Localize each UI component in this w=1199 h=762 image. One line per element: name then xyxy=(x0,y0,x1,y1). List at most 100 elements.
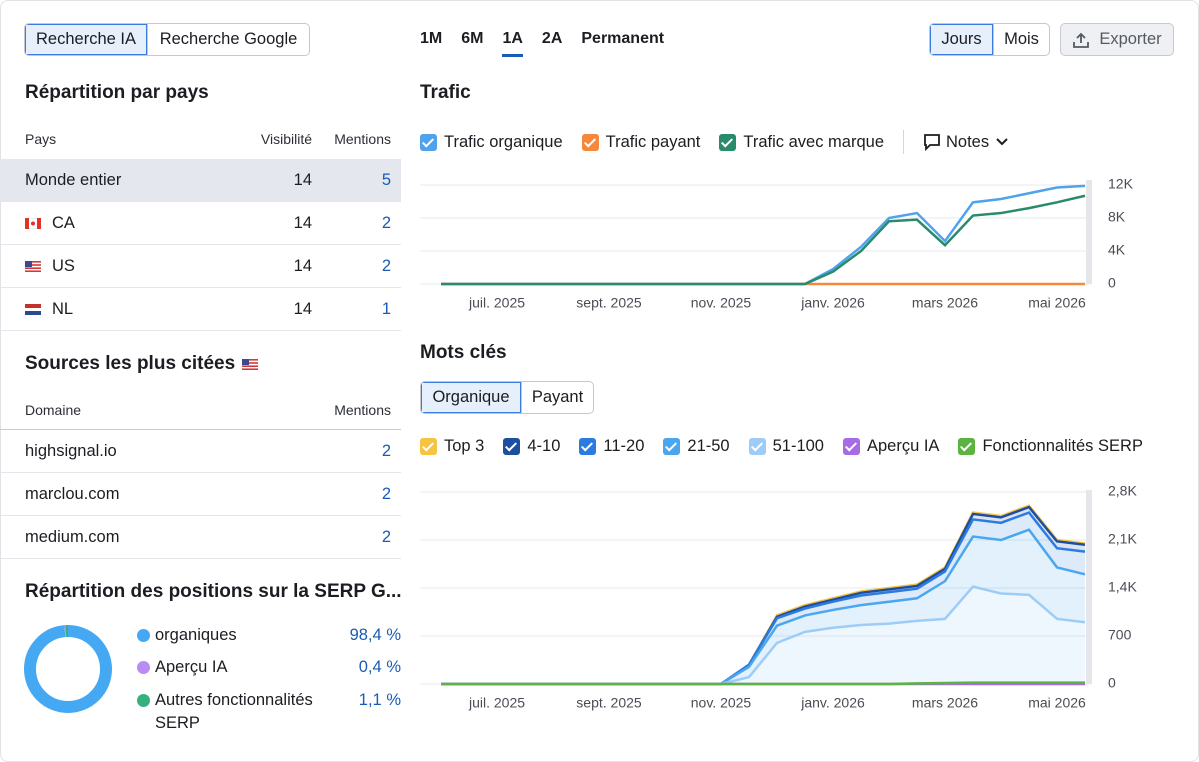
keyword-tabs: Organique Payant xyxy=(420,381,594,414)
period-tabs: 1M 6M 1A 2A Permanent xyxy=(420,30,664,57)
legend: Trafic organique Trafic payant Trafic avec… xyxy=(420,130,1009,154)
table-row[interactable]: Monde entier 14 5 xyxy=(0,159,401,202)
hover-bar xyxy=(1086,180,1092,284)
checkbox xyxy=(581,133,599,151)
tab[interactable]: Jours xyxy=(930,24,993,55)
title-text: Sources les plus citées xyxy=(25,353,236,374)
mentions[interactable]: 2 xyxy=(381,214,391,232)
period[interactable]: 6M xyxy=(461,30,484,47)
line xyxy=(441,194,1086,286)
period[interactable]: Permanent xyxy=(581,30,665,47)
flag xyxy=(242,358,259,370)
legend-item[interactable]: Trafic organique xyxy=(420,133,563,152)
table-row[interactable]: CA 14 2 xyxy=(0,202,401,245)
x-tick-label: janv. 2026 xyxy=(800,295,865,311)
hover-bar xyxy=(1086,490,1092,684)
legend-label: Trafic organique xyxy=(444,132,563,151)
tab[interactable]: Recherche Google xyxy=(147,24,309,55)
table-row[interactable]: highsignal.io 2 xyxy=(0,430,401,473)
x-tick-label: janv. 2026 xyxy=(800,695,865,711)
checkbox xyxy=(719,133,737,151)
domain[interactable]: medium.com xyxy=(25,528,120,546)
column-header: Domaine xyxy=(25,402,82,418)
legend-item[interactable]: Trafic payant xyxy=(581,133,700,152)
x-tick-label: juil. 2025 xyxy=(468,295,525,311)
legend-label: Top 3 xyxy=(444,437,485,455)
x-tick-label: nov. 2025 xyxy=(691,695,752,711)
line xyxy=(441,184,1086,286)
notes-button[interactable]: Notes xyxy=(923,133,1009,152)
legend-label: 11-20 xyxy=(603,437,645,455)
domain[interactable]: highsignal.io xyxy=(25,442,117,460)
export-button[interactable]: Exporter xyxy=(1060,23,1174,56)
checkbox xyxy=(420,438,437,455)
legend-item[interactable]: 21-50 xyxy=(663,437,730,456)
legend-item[interactable]: 11-20 xyxy=(579,437,644,456)
period[interactable]: 2A xyxy=(541,30,563,47)
table-row[interactable]: US 14 2 xyxy=(0,245,401,288)
legend: Top 3 4-10 11-20 21-50 51-100 Aperçu IA Foncti… xyxy=(420,437,1162,456)
x-tick-label: nov. 2025 xyxy=(691,295,752,311)
divider xyxy=(0,429,401,430)
country: US xyxy=(52,257,75,275)
period[interactable]: 1M xyxy=(420,30,443,47)
line xyxy=(441,681,1085,686)
legend-item[interactable]: 4-10 xyxy=(503,437,560,456)
legend-item[interactable]: Top 3 xyxy=(420,437,484,456)
granularity-tabs: Jours Mois xyxy=(929,23,1050,56)
legend-item[interactable]: Fonctionnalités SERP xyxy=(958,437,1143,456)
y-tick-label: 0 xyxy=(1108,275,1116,291)
tab[interactable]: Payant xyxy=(521,382,593,413)
x-tick-label: juil. 2025 xyxy=(468,695,525,711)
notes-label: Notes xyxy=(946,132,990,151)
flag xyxy=(25,218,41,229)
checkbox xyxy=(748,438,766,455)
mentions[interactable]: 5 xyxy=(381,171,391,189)
x-tick-label: sept. 2025 xyxy=(576,295,642,311)
legend-item[interactable]: 51-100 xyxy=(748,437,824,456)
chevron xyxy=(996,138,1008,146)
legend-item[interactable]: Trafic avec marque xyxy=(719,133,884,152)
legend-label: Aperçu IA xyxy=(866,437,940,455)
x-tick-label: mars 2026 xyxy=(912,295,978,311)
country: CA xyxy=(52,214,75,232)
legend-item[interactable]: Aperçu IA xyxy=(842,437,940,456)
donut-chart xyxy=(24,625,112,713)
column-header: Mentions xyxy=(334,131,391,147)
checkbox xyxy=(503,438,521,455)
legend-value: 98,4 % xyxy=(349,626,401,644)
tab[interactable]: Organique xyxy=(421,382,521,413)
mentions[interactable]: 2 xyxy=(381,528,391,546)
mentions[interactable]: 2 xyxy=(381,442,391,460)
table-row[interactable]: marclou.com 2 xyxy=(0,473,401,516)
tab[interactable]: Mois xyxy=(993,24,1049,55)
export-label: Exporter xyxy=(1099,30,1162,48)
visibility: 14 xyxy=(293,300,312,318)
y-tick-label: 4K xyxy=(1108,242,1126,258)
table-row[interactable]: medium.com 2 xyxy=(0,516,401,559)
flag xyxy=(25,304,41,315)
y-tick-label: 0 xyxy=(1108,675,1116,691)
y-tick-label: 1,4K xyxy=(1108,579,1137,595)
area xyxy=(441,586,1085,684)
y-tick-label: 700 xyxy=(1108,627,1132,643)
period[interactable]: 1A xyxy=(502,30,523,57)
search-tabs: Recherche IA Recherche Google xyxy=(24,23,310,56)
table-row[interactable]: NL 14 1 xyxy=(0,288,401,331)
legend-label: Fonctionnalités SERP xyxy=(982,437,1143,455)
notes-icon xyxy=(924,134,940,151)
legend-dot xyxy=(137,629,150,642)
mentions[interactable]: 1 xyxy=(381,300,391,318)
checkbox xyxy=(663,438,681,455)
section-title: Trafic xyxy=(420,82,471,103)
mentions[interactable]: 2 xyxy=(381,257,391,275)
legend-value: 0,4 % xyxy=(358,658,401,676)
mentions[interactable]: 2 xyxy=(381,485,391,503)
tab[interactable]: Recherche IA xyxy=(25,24,147,55)
column-header: Pays xyxy=(25,131,57,147)
checkbox xyxy=(842,438,860,455)
separator xyxy=(903,130,904,154)
y-tick-label: 2,1K xyxy=(1108,531,1137,547)
domain[interactable]: marclou.com xyxy=(25,485,120,503)
section-title: Répartition des positions sur la SERP G.… xyxy=(25,581,402,602)
